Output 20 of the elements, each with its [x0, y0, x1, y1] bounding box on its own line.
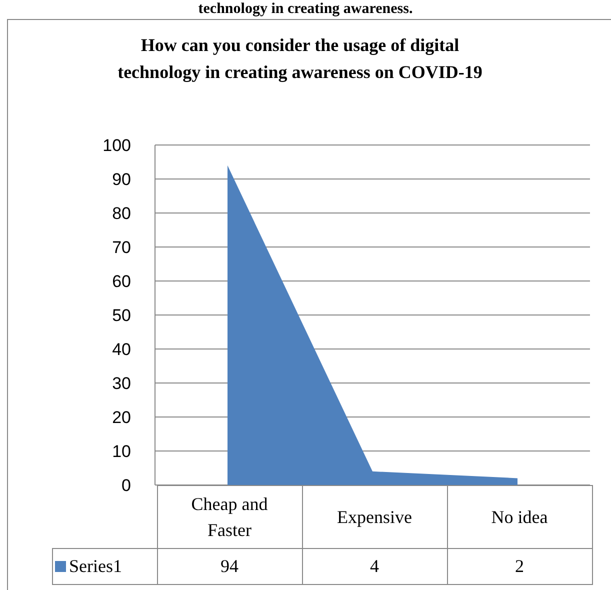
text: technology in creating awareness.: [197, 0, 414, 18]
x-tick-label: No idea: [447, 486, 592, 548]
y-tick-label: 60: [112, 272, 131, 292]
y-tick-label: 90: [112, 170, 131, 190]
data-label: 2: [447, 548, 592, 584]
data-label: 4: [302, 548, 447, 584]
y-tick-label: 70: [112, 238, 131, 258]
y-tick-label: 80: [112, 204, 131, 224]
y-tick-label: 30: [112, 374, 131, 394]
data-label: 94: [157, 548, 302, 584]
y-tick-label: 20: [112, 408, 131, 428]
y-tick-label: 0: [122, 476, 131, 496]
x-tick-label: Cheap and Faster: [157, 486, 302, 548]
y-tick-label: 40: [112, 340, 131, 360]
chart-title: How can you consider the usage of digital technology in creating awareness on COVID-19: [116, 34, 484, 84]
y-tick-label: 100: [102, 136, 131, 156]
x-tick-label: Expensive: [302, 486, 447, 548]
y-tick-label: 50: [112, 306, 131, 326]
y-tick-label: 10: [112, 442, 131, 462]
legend-label: Series1: [52, 548, 157, 584]
